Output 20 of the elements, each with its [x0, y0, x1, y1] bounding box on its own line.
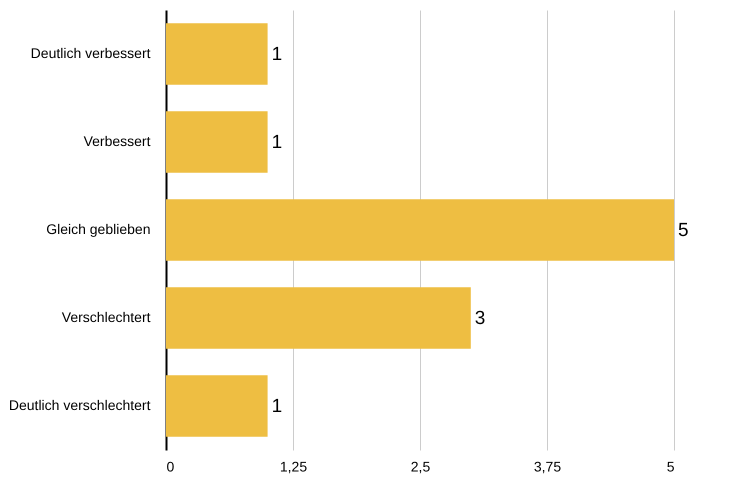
- data-label: 5: [678, 220, 689, 241]
- bar: [166, 111, 268, 173]
- bar: [166, 375, 268, 437]
- data-label: 1: [272, 132, 282, 153]
- y-tick-label: Verschlechtert: [62, 309, 151, 325]
- bar: [166, 287, 471, 349]
- y-tick-label: Deutlich verschlechtert: [8, 397, 151, 413]
- x-tick-label: 2,5: [410, 458, 430, 474]
- x-tick-label: 0: [166, 458, 174, 474]
- data-label: 1: [272, 396, 282, 417]
- data-label: 1: [272, 44, 282, 65]
- bar: [166, 199, 674, 261]
- bar: [166, 23, 268, 85]
- y-tick-label: Deutlich verbessert: [30, 45, 151, 61]
- y-tick-label: Gleich geblieben: [46, 221, 150, 237]
- data-label: 3: [474, 308, 486, 329]
- y-tick-label: Verbessert: [84, 133, 151, 149]
- x-tick-label: 1,25: [280, 458, 308, 474]
- x-tick-label: 3,75: [534, 458, 562, 474]
- x-tick-label: 5: [666, 458, 675, 474]
